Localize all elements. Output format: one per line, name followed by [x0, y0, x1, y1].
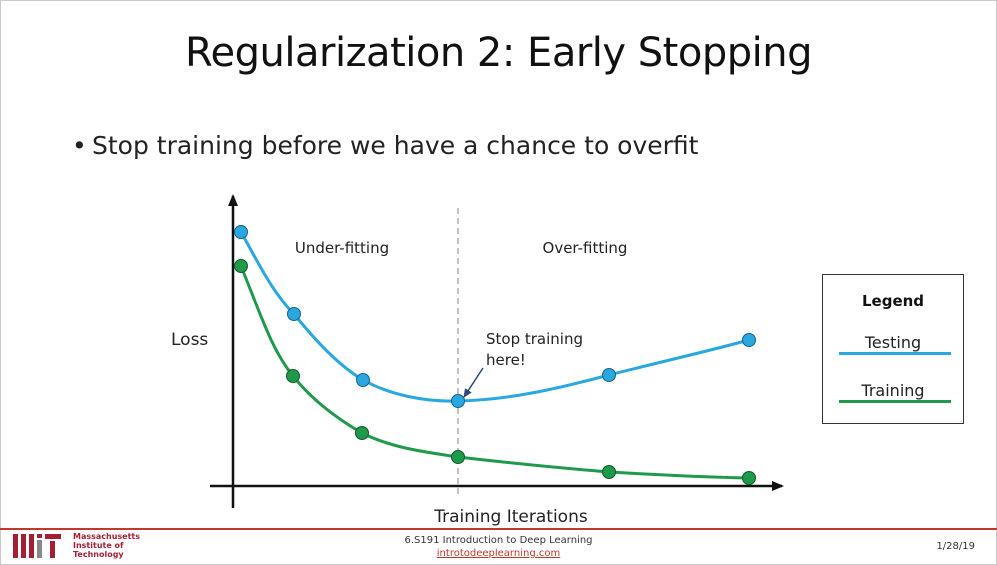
mit-wordmark: Massachusetts Institute of Technology	[73, 532, 140, 559]
legend-training-label: Training	[861, 381, 925, 400]
annotation-line-1: Stop training	[486, 330, 583, 348]
mit-logo-icon	[13, 534, 61, 558]
training-point	[355, 426, 369, 440]
x-axis-label: Training Iterations	[433, 507, 588, 527]
legend-title: Legend	[861, 292, 925, 310]
overfitting-label: Over-fitting	[543, 239, 628, 257]
y-axis-label: Loss	[171, 330, 208, 350]
legend-training-swatch	[839, 400, 951, 403]
training-point	[602, 465, 616, 479]
legend-box: Legend Testing Training	[822, 274, 964, 424]
legend-testing-swatch	[839, 352, 951, 355]
course-link[interactable]: introtodeeplearning.com	[436, 548, 561, 559]
training-point	[234, 259, 248, 273]
institution-line-3: Technology	[73, 550, 124, 559]
testing-point	[742, 333, 756, 347]
institution-line-1: Massachusetts	[73, 532, 141, 541]
underfitting-label: Under-fitting	[295, 239, 389, 257]
testing-curve	[239, 231, 750, 403]
annotation-line-2: here!	[486, 351, 526, 369]
slide-title: Regularization 2: Early Stopping	[185, 30, 812, 76]
training-point	[286, 369, 300, 383]
legend-testing-label: Testing	[864, 333, 922, 352]
testing-point	[234, 225, 248, 239]
footer-divider	[0, 528, 997, 530]
course-name: 6.S191 Introduction to Deep Learning	[404, 535, 593, 546]
training-curve	[239, 265, 750, 480]
testing-point	[287, 307, 301, 321]
annotation-arrow	[463, 367, 484, 398]
institution-line-2: Institute of	[73, 541, 124, 550]
training-point	[742, 471, 756, 485]
bullet-text: Stop training before we have a chance to…	[92, 131, 699, 160]
testing-point	[356, 373, 370, 387]
testing-point	[602, 368, 616, 382]
bullet-point: • Stop training before we have a chance t…	[72, 131, 698, 160]
slide-date: 1/28/19	[936, 541, 975, 552]
training-point	[451, 450, 465, 464]
bullet-icon: •	[72, 131, 87, 160]
testing-point-stop	[451, 394, 465, 408]
